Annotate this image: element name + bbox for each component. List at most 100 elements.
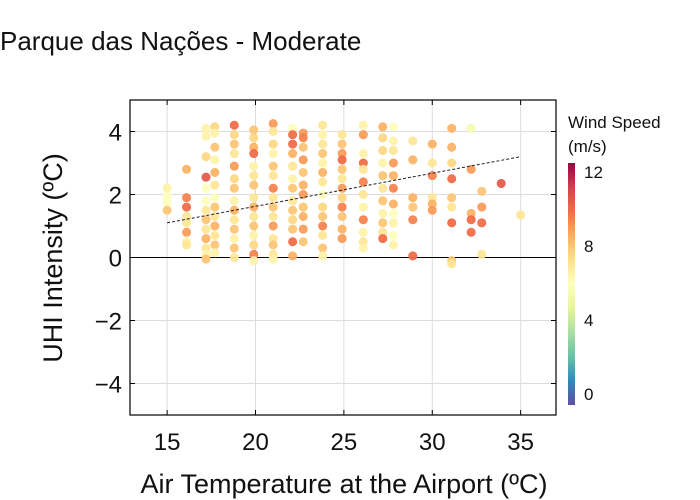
data-point (162, 197, 172, 207)
data-point (337, 174, 347, 184)
data-point (447, 218, 457, 228)
data-point (210, 167, 220, 177)
data-point (268, 212, 278, 222)
data-point (268, 149, 278, 159)
data-point (249, 221, 259, 231)
data-point (318, 177, 328, 187)
data-point (388, 145, 398, 155)
data-point (378, 234, 388, 244)
data-point (249, 171, 259, 181)
data-point (298, 142, 308, 152)
data-point (496, 178, 506, 188)
data-point (358, 190, 368, 200)
data-point (318, 130, 328, 140)
data-point (298, 155, 308, 165)
data-point (268, 240, 278, 250)
data-point (210, 193, 220, 203)
data-point (210, 128, 220, 138)
y-tick-label: −4 (95, 372, 122, 399)
data-point (249, 125, 259, 135)
data-point (298, 202, 308, 212)
data-point (298, 180, 308, 190)
data-point (268, 193, 278, 203)
data-point (337, 155, 347, 165)
data-point (229, 234, 239, 244)
data-point (229, 161, 239, 171)
data-point (162, 183, 172, 193)
data-point (447, 158, 457, 168)
data-point (318, 167, 328, 177)
data-point (318, 230, 328, 240)
data-point (201, 152, 211, 162)
data-point (201, 205, 211, 215)
x-tick-label: 35 (507, 429, 534, 456)
colorbar (568, 163, 575, 405)
data-point (298, 133, 308, 143)
data-point (408, 215, 418, 225)
data-point (388, 171, 398, 181)
data-point (298, 212, 308, 222)
data-point (268, 221, 278, 231)
colorbar-tick-label: 8 (584, 237, 593, 256)
data-point (408, 155, 418, 165)
data-point (249, 180, 259, 190)
data-point (249, 161, 259, 171)
data-point (378, 218, 388, 228)
data-point (249, 149, 259, 159)
colorbar-tick-label: 0 (584, 385, 593, 404)
data-point (268, 202, 278, 212)
points-layer (162, 119, 526, 269)
data-point (318, 120, 328, 130)
colorbar-tick-label: 4 (584, 311, 593, 330)
data-point (229, 196, 239, 206)
data-point (388, 136, 398, 146)
x-axis-label: Air Temperature at the Airport (ºC) (140, 469, 547, 499)
data-point (229, 130, 239, 140)
data-point (229, 215, 239, 225)
data-point (358, 243, 368, 253)
data-point (318, 202, 328, 212)
data-point (210, 155, 220, 165)
data-point (477, 249, 487, 259)
data-point (388, 218, 398, 228)
data-point (249, 133, 259, 143)
y-tick-label: 4 (109, 120, 122, 147)
data-point (298, 224, 308, 234)
y-tick-label: 0 (109, 246, 122, 273)
data-point (288, 130, 298, 140)
data-point (201, 131, 211, 141)
data-point (249, 212, 259, 222)
data-point (268, 183, 278, 193)
data-point (268, 161, 278, 171)
data-point (288, 149, 298, 159)
data-point (447, 174, 457, 184)
data-point (378, 122, 388, 132)
data-point (358, 149, 368, 159)
data-point (288, 251, 298, 261)
data-point (318, 190, 328, 200)
data-point (477, 218, 487, 228)
data-point (378, 133, 388, 143)
data-point (378, 145, 388, 155)
data-point (210, 202, 220, 212)
data-point (201, 234, 211, 244)
data-point (288, 174, 298, 184)
data-point (318, 149, 328, 159)
data-point (378, 171, 388, 181)
data-point (358, 202, 368, 212)
data-point (447, 142, 457, 152)
data-point (182, 218, 192, 228)
data-point (201, 172, 211, 182)
data-point (358, 130, 368, 140)
data-point (268, 139, 278, 149)
data-point (210, 248, 220, 258)
data-point (229, 243, 239, 253)
data-point (201, 215, 211, 225)
data-point (388, 208, 398, 218)
data-point (288, 196, 298, 206)
data-point (210, 180, 220, 190)
data-point (201, 224, 211, 234)
data-point (466, 123, 476, 133)
data-point (201, 254, 211, 264)
